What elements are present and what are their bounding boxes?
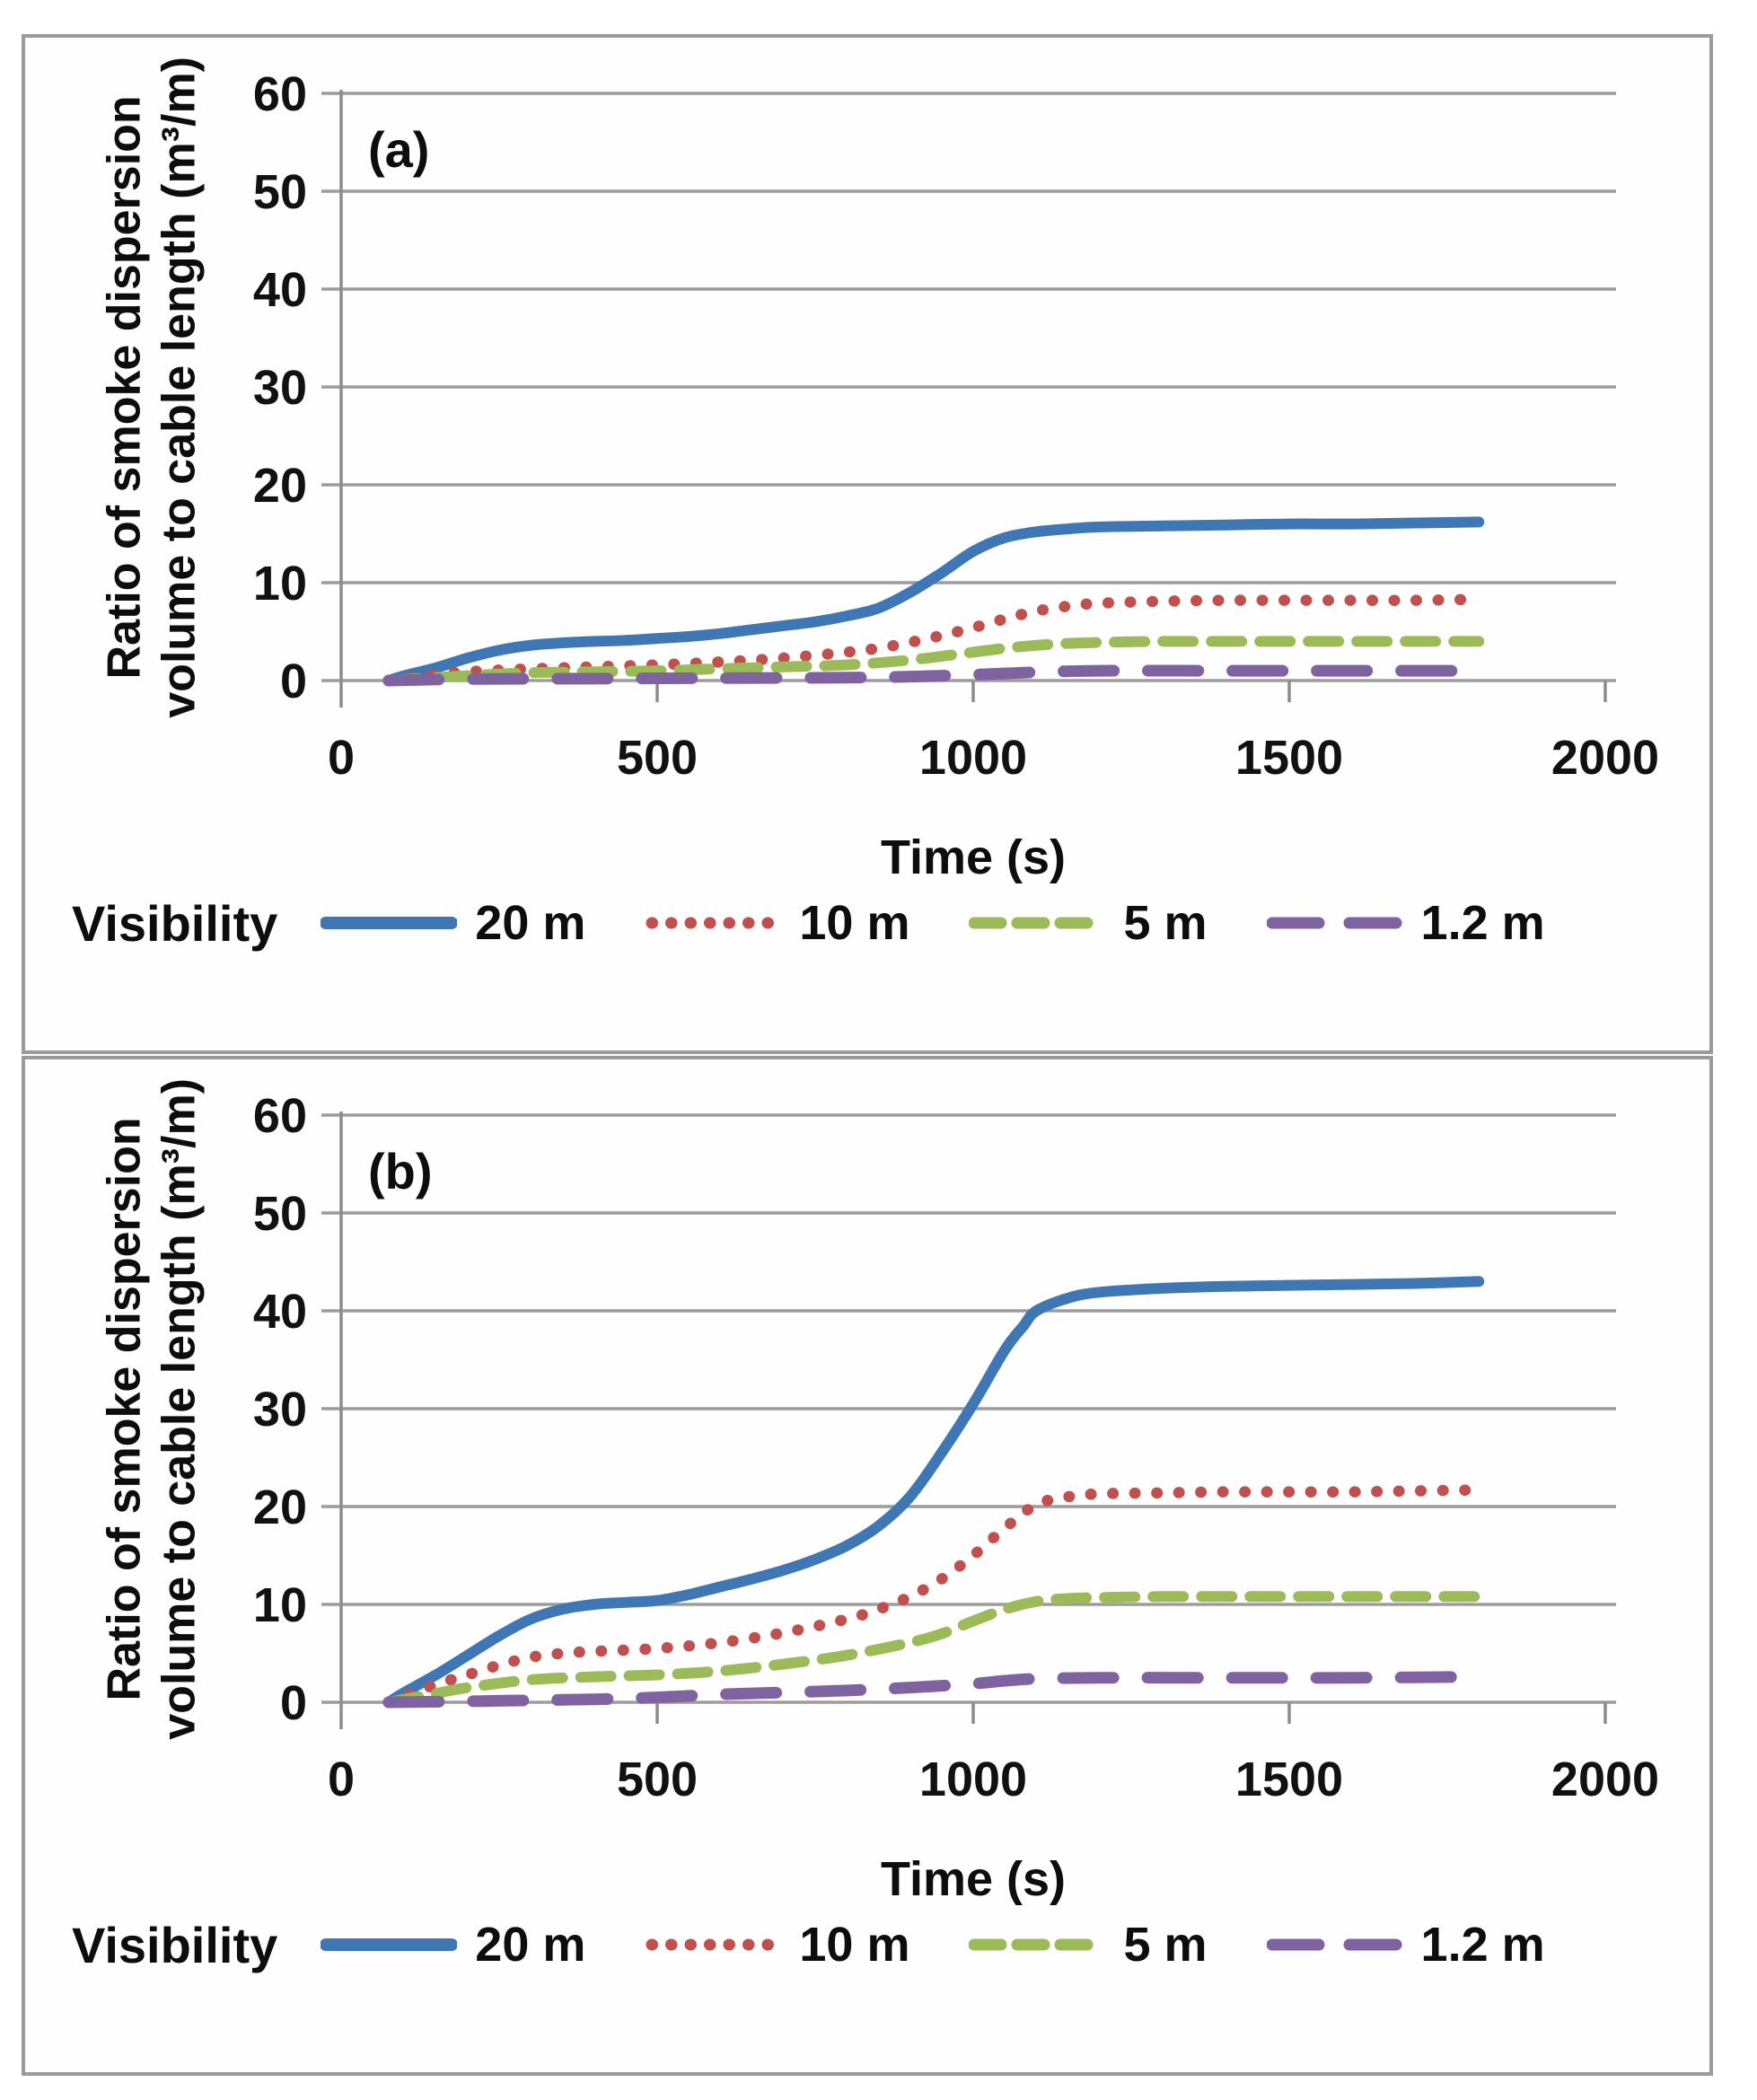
legend-swatch-10m — [646, 917, 782, 929]
legend-a: Visibility 20 m 10 m 5 m 1.2 m — [72, 889, 1688, 957]
x-tick-label: 1000 — [919, 1753, 1027, 1806]
y-tick-label: 10 — [253, 557, 307, 611]
legend-swatch-10m — [646, 1938, 782, 1951]
y-tick-label: 50 — [253, 165, 307, 219]
legend-b: Visibility 20 m 10 m 5 m 1.2 m — [72, 1911, 1688, 1979]
x-axis-title: Time (s) — [880, 1852, 1067, 1906]
series-line-20-m — [382, 516, 1485, 686]
legend-swatch-1-2m — [1266, 917, 1403, 929]
legend-item-1-2m: 1.2 m — [1266, 1917, 1545, 1973]
legend-title: Visibility — [72, 1916, 278, 1973]
x-tick-label: 1000 — [919, 731, 1027, 785]
legend-item-1-2m: 1.2 m — [1266, 895, 1545, 951]
legend-swatch-20m — [321, 1938, 458, 1951]
x-tick-label: 2000 — [1551, 731, 1659, 785]
series-line-10-m — [382, 593, 1485, 687]
y-axis-title-line1: Ratio of smoke dispersion — [98, 1117, 151, 1701]
legend-swatch-5m — [969, 917, 1106, 929]
x-tick-label: 2000 — [1551, 1753, 1659, 1806]
legend-label-5m: 5 m — [1123, 1918, 1208, 1972]
legend-label-5m: 5 m — [1123, 896, 1208, 950]
legend-item-10m: 10 m — [645, 895, 909, 951]
y-tick-label: 30 — [253, 1383, 307, 1437]
y-tick-label: 40 — [253, 1285, 307, 1339]
series-line-1.2-m — [382, 1671, 1485, 1709]
panel-b: 0 10 20 30 40 50 60 0 500 1000 1500 2000 (b) Ratio … — [22, 1056, 1713, 2076]
legend-label-20m: 20 m — [475, 1918, 586, 1972]
series-line-1.2-m — [382, 664, 1485, 687]
y-axis-title-line2: volume to cable length (m³/m) — [154, 1078, 206, 1740]
legend-swatch-5m — [969, 1938, 1106, 1951]
y-tick-label: 20 — [253, 1481, 307, 1534]
panel-a: 0 10 20 30 40 50 60 0 500 1000 1500 2000 (a) Ratio … — [22, 34, 1713, 1054]
legend-label-20m: 20 m — [475, 896, 586, 950]
legend-swatch-20m — [321, 917, 458, 929]
y-tick-label: 10 — [253, 1578, 307, 1632]
x-tick-label: 500 — [617, 731, 698, 785]
y-axis-title: Ratio of smoke dispersion volume to cabl… — [98, 1064, 208, 1753]
legend-label-1-2m: 1.2 m — [1420, 896, 1545, 950]
series-line-5-m — [382, 1591, 1485, 1708]
panel-a-label: (a) — [368, 121, 430, 178]
legend-item-5m: 5 m — [969, 895, 1208, 951]
x-axis-title: Time (s) — [880, 830, 1067, 884]
series-line-5-m — [382, 636, 1485, 686]
series-line-10-m — [382, 1484, 1485, 1709]
y-tick-label: 0 — [280, 655, 307, 708]
y-tick-label: 50 — [253, 1187, 307, 1241]
y-tick-label: 0 — [280, 1676, 307, 1730]
y-tick-label: 40 — [253, 263, 307, 317]
x-tick-label: 500 — [617, 1753, 698, 1806]
y-tick-label: 60 — [253, 1089, 307, 1143]
legend-item-20m: 20 m — [321, 1917, 585, 1973]
y-axis-title: Ratio of smoke dispersion volume to cabl… — [98, 42, 208, 732]
x-tick-label: 0 — [328, 1753, 355, 1806]
y-tick-label: 20 — [253, 459, 307, 513]
legend-item-5m: 5 m — [969, 1917, 1208, 1973]
legend-swatch-1-2m — [1266, 1938, 1403, 1951]
legend-label-10m: 10 m — [799, 896, 910, 950]
panel-b-label: (b) — [368, 1143, 433, 1199]
legend-title: Visibility — [72, 894, 278, 952]
chart-b-plot-area: 0 10 20 30 40 50 60 0 500 1000 1500 2000 — [253, 1089, 1659, 1806]
y-axis-title-line1: Ratio of smoke dispersion — [98, 95, 151, 680]
x-tick-label: 1500 — [1235, 1753, 1343, 1806]
y-tick-label: 30 — [253, 361, 307, 415]
chart-a-plot-area: 0 10 20 30 40 50 60 0 500 1000 1500 2000 — [253, 67, 1659, 785]
series-line-20-m — [382, 1276, 1485, 1708]
y-axis-title-line2: volume to cable length (m³/m) — [154, 57, 206, 718]
legend-label-10m: 10 m — [799, 1918, 910, 1972]
x-tick-label: 1500 — [1235, 731, 1343, 785]
y-tick-label: 60 — [253, 67, 307, 121]
x-tick-label: 0 — [328, 731, 355, 785]
legend-item-10m: 10 m — [645, 1917, 909, 1973]
legend-item-20m: 20 m — [321, 895, 585, 951]
legend-label-1-2m: 1.2 m — [1420, 1918, 1545, 1972]
